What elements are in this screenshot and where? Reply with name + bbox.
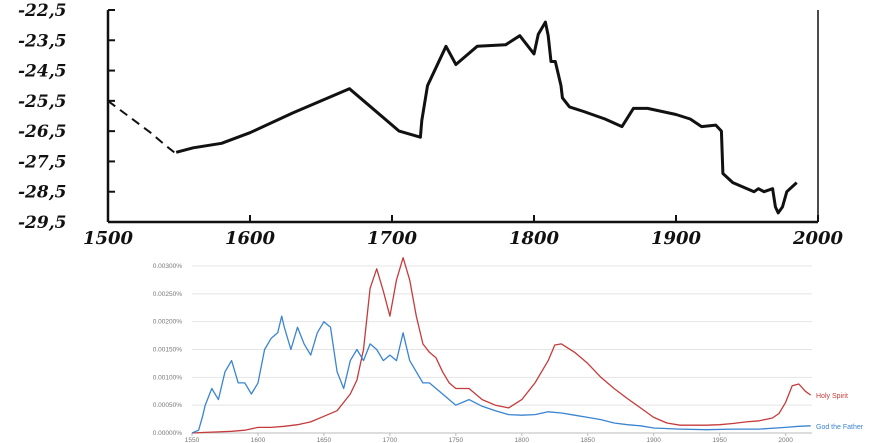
top-x-tick-label: 1700 <box>367 228 418 249</box>
ngram-x-tick-labels: 1550 1600 1650 1700 1750 1800 1850 1900 1950 2000 <box>185 433 793 443</box>
top-series-dashed-line <box>107 100 177 155</box>
ngram-legend-label: Holy Spirit <box>816 393 848 400</box>
ngram-x-tick-label: 2000 <box>778 437 793 443</box>
top-x-tick-label: 1900 <box>651 228 702 249</box>
ngram-gridlines <box>192 265 812 434</box>
ngram-y-tick-label: 0.00000% <box>153 430 182 437</box>
ngram-x-tick-label: 1750 <box>449 437 464 443</box>
top-y-tick-label: -24,5 <box>18 62 66 82</box>
top-y-tick-label: -27,5 <box>18 152 66 172</box>
top-series <box>107 20 798 215</box>
ngram-x-tick-label: 1700 <box>383 437 398 443</box>
ngram-y-tick-label: 0.00050% <box>153 402 182 409</box>
ngram-series <box>191 257 812 434</box>
ngram-x-tick-label: 1900 <box>646 437 661 443</box>
ngram-series-line-god-the-father <box>191 315 811 434</box>
ngram-y-tick-label: 0.00200% <box>153 319 182 326</box>
top-y-tick-label: -26,5 <box>18 122 66 142</box>
top-chart-frame <box>106 10 819 224</box>
top-x-tick-label: 1800 <box>509 228 560 249</box>
top-y-tick-label: -28,5 <box>18 183 66 203</box>
bottom-ngram-chart: 0.00000% 0.00050% 0.00100% 0.00150% 0.00200%… <box>153 257 864 443</box>
top-y-tick-label: -23,5 <box>18 31 66 51</box>
top-y-tick-labels: -22,5 -23,5 -24,5 -25,5 -26,5 -27,5 -28,5 -29,5 <box>18 1 115 233</box>
top-x-tick-label: 1500 <box>83 228 134 249</box>
ngram-y-tick-label: 0.00150% <box>153 347 182 354</box>
ngram-y-tick-label: 0.00300% <box>153 263 182 270</box>
top-x-tick-label: 2000 <box>792 228 844 249</box>
ngram-x-tick-label: 1800 <box>515 437 530 443</box>
ngram-legend: Holy Spirit God the Father <box>816 393 864 431</box>
ngram-x-tick-label: 1950 <box>712 437 727 443</box>
ngram-y-tick-label: 0.00100% <box>153 374 182 381</box>
ngram-x-tick-label: 1600 <box>251 437 266 443</box>
top-series-solid-line <box>175 20 798 215</box>
ngram-x-tick-label: 1650 <box>317 437 332 443</box>
ngram-x-tick-label: 1850 <box>581 437 596 443</box>
top-y-tick-label: -22,5 <box>18 1 66 21</box>
ngram-y-tick-label: 0.00250% <box>153 291 182 298</box>
ngram-x-tick-label: 1550 <box>185 437 200 443</box>
top-y-tick-label: -25,5 <box>18 92 66 112</box>
ngram-y-tick-labels: 0.00000% 0.00050% 0.00100% 0.00150% 0.00200%… <box>153 263 182 437</box>
ngram-legend-label: God the Father <box>816 424 864 431</box>
top-y-tick-label: -29,5 <box>18 213 66 233</box>
top-x-tick-labels: 1500 1600 1700 1800 1900 2000 <box>83 215 844 249</box>
ngram-series-line-holy-spirit <box>191 257 812 434</box>
top-line-chart: -22,5 -23,5 -24,5 -25,5 -26,5 -27,5 -28,5 -29,5… <box>18 1 844 249</box>
top-x-tick-label: 1600 <box>225 228 276 249</box>
